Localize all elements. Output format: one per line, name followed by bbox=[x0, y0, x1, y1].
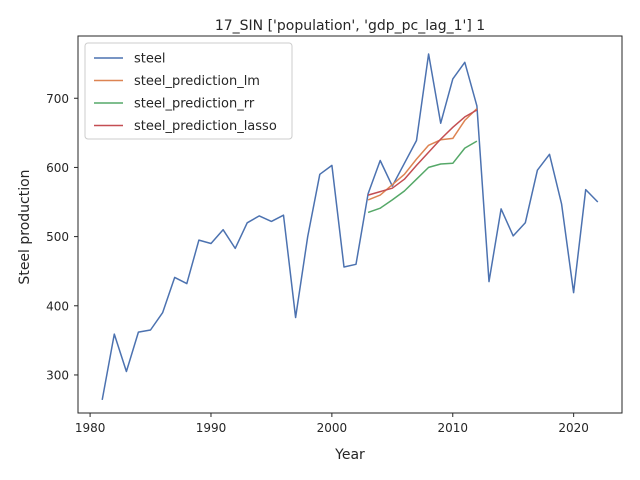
x-tick-label: 2020 bbox=[558, 421, 589, 435]
legend-label: steel_prediction_lm bbox=[134, 74, 260, 89]
series-line-steel-prediction-lasso bbox=[367, 109, 478, 196]
y-axis: 300 400 500 600 700 bbox=[46, 92, 78, 382]
legend-label: steel_prediction_rr bbox=[134, 97, 255, 112]
x-tick-label: 2010 bbox=[437, 421, 468, 435]
x-tick-label: 1980 bbox=[75, 421, 106, 435]
legend-label: steel_prediction_lasso bbox=[134, 119, 277, 134]
y-tick-label: 600 bbox=[46, 161, 69, 175]
x-tick-label: 1990 bbox=[196, 421, 227, 435]
legend-label: steel bbox=[134, 52, 165, 67]
y-tick-label: 400 bbox=[46, 299, 69, 313]
x-axis-label: Year bbox=[334, 447, 365, 463]
y-tick-label: 500 bbox=[46, 230, 69, 244]
plot-frame bbox=[77, 35, 623, 414]
series-line-steel-prediction-rr bbox=[367, 140, 478, 214]
y-axis-label: Steel production bbox=[17, 169, 33, 284]
chart-title: 17_SIN ['population', 'gdp_pc_lag_1'] 1 bbox=[215, 18, 485, 34]
x-axis: 1980 1990 2000 2010 2020 bbox=[75, 413, 589, 435]
x-tick-label: 2000 bbox=[317, 421, 348, 435]
plot-lines bbox=[101, 53, 599, 401]
y-tick-label: 700 bbox=[46, 92, 69, 106]
y-tick-label: 300 bbox=[46, 368, 69, 382]
series-line-steel bbox=[101, 53, 599, 401]
legend-box bbox=[84, 42, 293, 140]
legend: steel steel_prediction_lm steel_prediction… bbox=[84, 42, 293, 140]
